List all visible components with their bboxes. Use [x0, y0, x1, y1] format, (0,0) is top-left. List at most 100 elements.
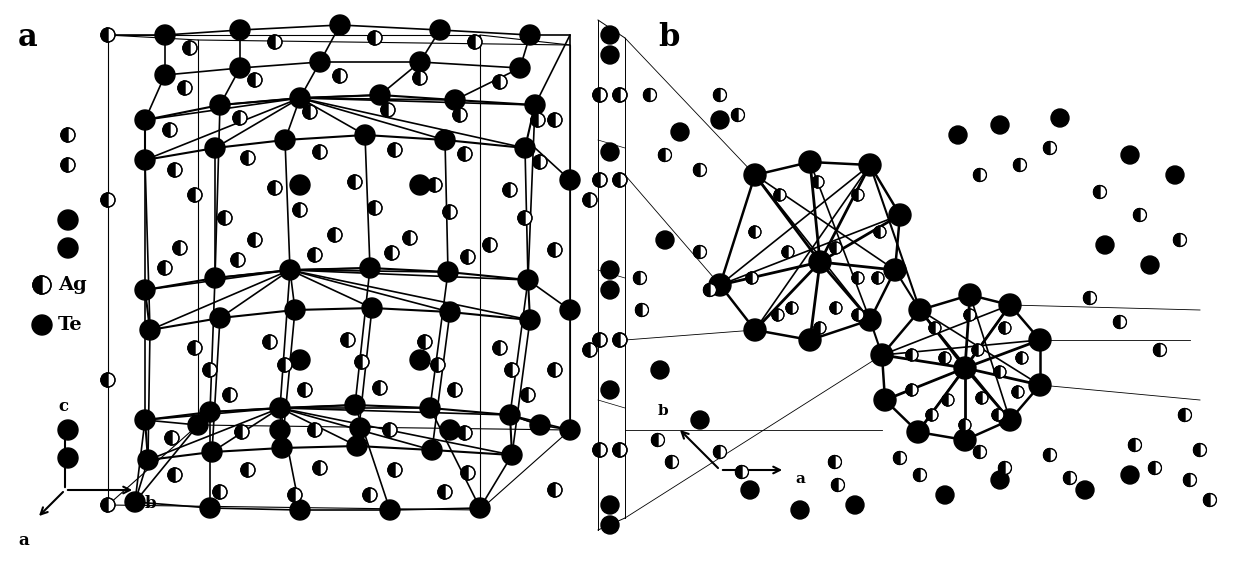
Circle shape [410, 52, 430, 72]
Circle shape [410, 350, 430, 370]
Circle shape [135, 410, 155, 430]
Circle shape [223, 388, 237, 402]
Wedge shape [308, 248, 315, 262]
Wedge shape [533, 155, 539, 169]
Wedge shape [942, 394, 949, 406]
Wedge shape [505, 363, 512, 377]
Wedge shape [998, 462, 1004, 475]
Circle shape [308, 423, 322, 437]
Circle shape [210, 308, 229, 328]
Circle shape [1094, 186, 1106, 199]
Wedge shape [288, 488, 295, 502]
Wedge shape [713, 89, 720, 102]
Circle shape [435, 130, 455, 150]
Wedge shape [303, 105, 310, 119]
Wedge shape [852, 272, 858, 284]
Wedge shape [593, 333, 600, 347]
Wedge shape [458, 426, 465, 440]
Circle shape [799, 151, 821, 173]
Circle shape [1141, 256, 1159, 274]
Wedge shape [368, 201, 374, 215]
Circle shape [666, 456, 678, 468]
Wedge shape [830, 242, 836, 254]
Wedge shape [872, 272, 878, 284]
Circle shape [341, 333, 355, 347]
Wedge shape [518, 211, 525, 225]
Circle shape [413, 71, 427, 85]
Circle shape [348, 175, 362, 189]
Wedge shape [179, 81, 185, 95]
Circle shape [290, 175, 310, 195]
Wedge shape [926, 409, 932, 421]
Circle shape [288, 488, 303, 502]
Wedge shape [666, 456, 672, 468]
Circle shape [61, 128, 74, 142]
Circle shape [270, 398, 290, 418]
Circle shape [813, 322, 826, 334]
Circle shape [1084, 292, 1096, 305]
Wedge shape [1183, 473, 1190, 486]
Circle shape [1012, 386, 1024, 398]
Circle shape [601, 261, 619, 279]
Wedge shape [241, 151, 248, 165]
Circle shape [140, 320, 160, 340]
Wedge shape [363, 488, 370, 502]
Circle shape [458, 426, 472, 440]
Circle shape [644, 89, 656, 102]
Circle shape [613, 333, 627, 347]
Wedge shape [443, 205, 450, 219]
Circle shape [744, 164, 766, 186]
Circle shape [713, 89, 727, 102]
Circle shape [954, 357, 976, 379]
Circle shape [518, 270, 538, 290]
Wedge shape [293, 203, 300, 217]
Circle shape [100, 498, 115, 512]
Circle shape [548, 113, 562, 127]
Circle shape [298, 383, 312, 397]
Wedge shape [929, 322, 935, 334]
Circle shape [270, 420, 290, 440]
Circle shape [1016, 352, 1028, 364]
Circle shape [999, 294, 1021, 316]
Circle shape [1052, 109, 1069, 127]
Wedge shape [308, 423, 315, 437]
Circle shape [1133, 209, 1147, 222]
Circle shape [1029, 329, 1052, 351]
Wedge shape [263, 335, 270, 349]
Circle shape [188, 341, 202, 355]
Circle shape [742, 481, 759, 499]
Circle shape [248, 233, 262, 247]
Circle shape [929, 322, 941, 334]
Circle shape [601, 46, 619, 64]
Circle shape [711, 111, 729, 129]
Wedge shape [241, 463, 248, 477]
Circle shape [782, 246, 794, 258]
Circle shape [601, 381, 619, 399]
Circle shape [428, 178, 441, 192]
Wedge shape [1013, 159, 1021, 172]
Wedge shape [61, 128, 68, 142]
Circle shape [634, 272, 646, 284]
Circle shape [1013, 159, 1027, 172]
Circle shape [33, 276, 51, 294]
Circle shape [381, 103, 396, 117]
Circle shape [1153, 343, 1167, 356]
Circle shape [1178, 408, 1192, 421]
Circle shape [438, 262, 458, 282]
Circle shape [502, 445, 522, 465]
Circle shape [379, 500, 401, 520]
Wedge shape [1044, 141, 1050, 154]
Wedge shape [494, 341, 500, 355]
Circle shape [1121, 466, 1140, 484]
Wedge shape [749, 226, 755, 238]
Circle shape [521, 388, 534, 402]
Wedge shape [461, 466, 467, 480]
Circle shape [58, 448, 78, 468]
Circle shape [329, 228, 342, 242]
Circle shape [422, 440, 441, 460]
Wedge shape [786, 302, 792, 314]
Circle shape [732, 108, 744, 122]
Text: Ag: Ag [58, 276, 87, 294]
Circle shape [548, 243, 562, 257]
Circle shape [651, 361, 670, 379]
